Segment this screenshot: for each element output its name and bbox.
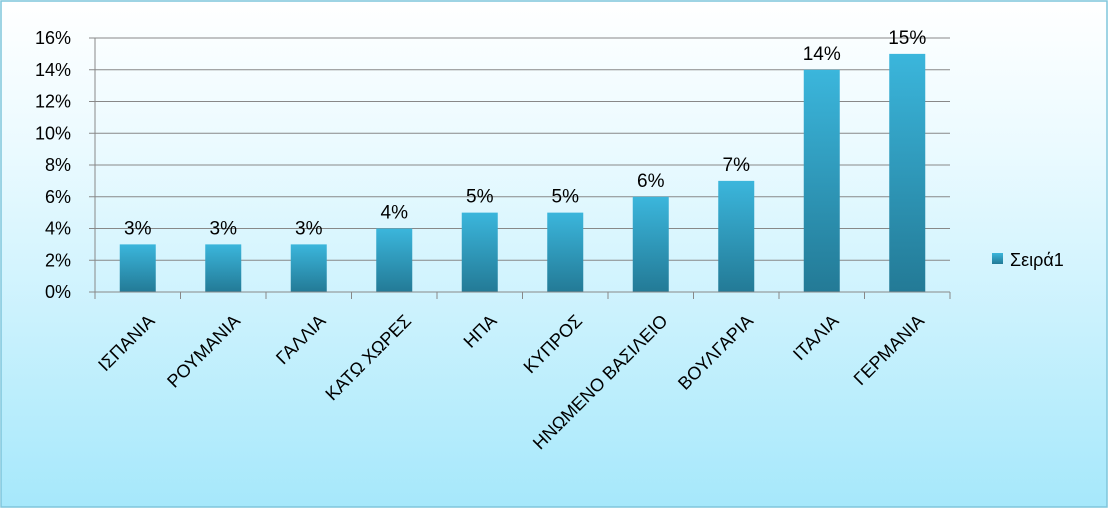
y-tick-label: 12% xyxy=(35,92,71,112)
bars xyxy=(119,53,926,292)
data-label: 14% xyxy=(803,44,841,65)
bar xyxy=(547,212,584,292)
y-tick-label: 2% xyxy=(45,250,71,270)
bar xyxy=(803,69,840,292)
data-label: 5% xyxy=(552,187,580,208)
data-label: 6% xyxy=(637,171,665,192)
legend-swatch xyxy=(992,253,1003,264)
bar xyxy=(205,244,242,292)
data-label: 7% xyxy=(723,155,751,176)
data-label: 15% xyxy=(888,28,926,49)
legend-label: Σειρά1 xyxy=(1010,250,1064,270)
data-label: 3% xyxy=(210,218,238,239)
bar xyxy=(290,244,327,292)
y-tick-label: 8% xyxy=(45,155,71,175)
data-label: 3% xyxy=(124,218,152,239)
bar xyxy=(889,53,926,292)
y-tick-label: 14% xyxy=(35,60,71,80)
y-tick-label: 10% xyxy=(35,123,71,143)
y-tick-label: 4% xyxy=(45,219,71,239)
bar xyxy=(376,228,413,292)
y-tick-label: 16% xyxy=(35,28,71,48)
bar xyxy=(718,180,755,292)
bar xyxy=(461,212,498,292)
bar xyxy=(119,244,156,292)
y-tick-label: 0% xyxy=(45,282,71,302)
y-tick-label: 6% xyxy=(45,187,71,207)
data-label: 4% xyxy=(381,203,409,224)
data-label: 5% xyxy=(466,187,494,208)
bar xyxy=(632,196,669,292)
data-label: 3% xyxy=(295,218,323,239)
axes: 0% 2% 4% 6% 8% 10% 12% 14% 16% xyxy=(35,28,951,302)
legend: Σειρά1 xyxy=(992,250,1064,270)
